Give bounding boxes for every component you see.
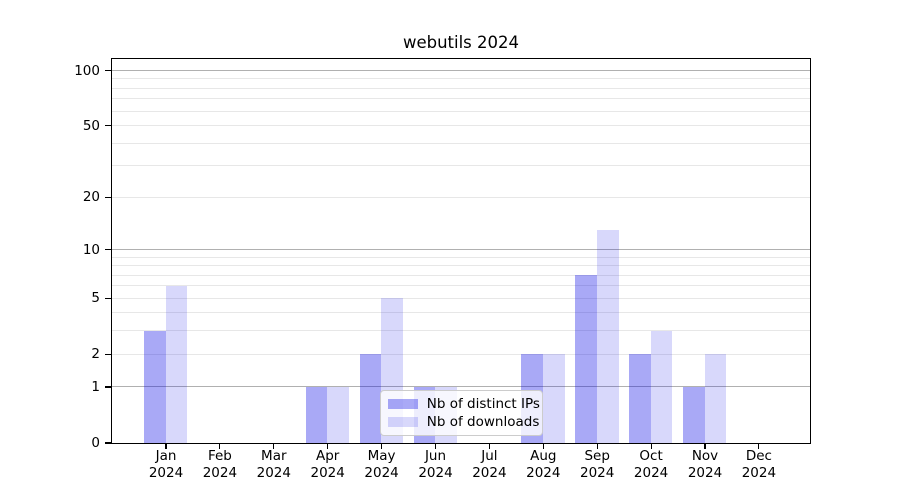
y-tick-mark-1 [105, 386, 111, 388]
bar-downloads-sep [596, 229, 619, 443]
gridline-minor-9 [111, 256, 810, 258]
x-tick-label-aug: Aug 2024 [526, 448, 561, 481]
bar-distinct-ips-apr [305, 386, 328, 443]
legend-label-downloads: Nb of downloads [426, 413, 540, 430]
x-tick-label-sep: Sep 2024 [580, 448, 615, 481]
gridline-major-10 [111, 248, 810, 250]
x-tick-mark-apr [327, 443, 329, 449]
gridline-minor-6 [111, 285, 810, 287]
y-tick-mark-50 [105, 125, 111, 127]
x-tick-mark-nov [704, 443, 706, 449]
x-tick-label-jun: Jun 2024 [418, 448, 453, 481]
x-tick-mark-feb [219, 443, 221, 449]
x-tick-mark-dec [758, 443, 760, 449]
y-tick-mark-20 [105, 196, 111, 198]
x-tick-mark-aug [542, 443, 544, 449]
gridline-minor-40 [111, 142, 810, 144]
x-tick-mark-may [381, 443, 383, 449]
y-tick-label-2: 2 [91, 346, 100, 363]
x-tick-label-may: May 2024 [364, 448, 399, 481]
gridline-major-1 [111, 386, 810, 388]
x-tick-mark-mar [273, 443, 275, 449]
gridline-major-100 [111, 69, 810, 71]
x-tick-label-nov: Nov 2024 [687, 448, 723, 481]
y-tick-label-20: 20 [82, 189, 100, 206]
gridline-minor-70 [111, 98, 810, 100]
bar-distinct-ips-nov [683, 386, 705, 443]
legend: Nb of distinct IPs Nb of downloads [379, 389, 543, 436]
x-tick-label-oct: Oct 2024 [633, 448, 669, 481]
bar-distinct-ips-may [359, 354, 382, 443]
gridline-minor-8 [111, 265, 810, 266]
x-tick-label-jan: Jan 2024 [148, 448, 184, 481]
bar-downloads-aug [543, 354, 565, 443]
y-tick-label-100: 100 [74, 62, 100, 79]
gridline-minor-2 [111, 353, 810, 355]
x-tick-mark-jan [165, 443, 167, 449]
x-tick-mark-jul [488, 443, 490, 449]
gridline-minor-20 [111, 196, 810, 198]
x-tick-mark-jun [434, 443, 437, 449]
x-tick-label-jul: Jul 2024 [472, 448, 507, 481]
legend-item-distinct-ips: Nb of distinct IPs [387, 396, 540, 412]
y-tick-mark-5 [105, 297, 111, 299]
y-tick-mark-10 [105, 248, 111, 251]
gridline-minor-80 [111, 87, 810, 89]
x-tick-label-feb: Feb 2024 [202, 448, 238, 481]
bar-distinct-ips-oct [629, 354, 651, 443]
bar-distinct-ips-sep [575, 275, 597, 443]
y-tick-label-50: 50 [82, 117, 100, 134]
y-tick-label-0: 0 [91, 435, 100, 451]
bar-downloads-oct [650, 330, 673, 443]
plot-area: Nb of distinct IPs Nb of downloads [110, 57, 811, 444]
x-tick-label-apr: Apr 2024 [310, 448, 345, 481]
x-tick-label-mar: Mar 2024 [256, 448, 291, 481]
y-tick-label-5: 5 [91, 290, 100, 307]
gridline-minor-4 [111, 312, 810, 314]
gridline-minor-7 [111, 274, 810, 276]
legend-item-downloads: Nb of downloads [387, 414, 539, 430]
legend-swatch-downloads [387, 416, 418, 428]
x-tick-label-dec: Dec 2024 [741, 448, 777, 481]
legend-swatch-distinct-ips [387, 398, 418, 410]
chart-title: webutils 2024 [402, 33, 520, 52]
bar-distinct-ips-jan [144, 330, 166, 443]
x-tick-mark-oct [650, 443, 652, 449]
x-tick-mark-sep [596, 443, 598, 449]
gridline-minor-50 [111, 125, 810, 127]
legend-label-distinct-ips: Nb of distinct IPs [426, 395, 540, 412]
y-tick-label-1: 1 [91, 379, 100, 396]
gridline-minor-90 [111, 78, 810, 80]
bar-downloads-jan [165, 285, 188, 443]
gridline-minor-3 [111, 330, 810, 332]
y-tick-mark-2 [105, 353, 111, 355]
y-tick-mark-0 [105, 442, 111, 444]
gridline-minor-5 [111, 297, 810, 299]
bar-downloads-nov [704, 354, 727, 443]
gridline-minor-60 [111, 110, 810, 112]
gridline-minor-30 [111, 165, 810, 167]
bar-downloads-apr [327, 386, 350, 443]
y-tick-label-10: 10 [82, 241, 100, 258]
y-tick-mark-100 [105, 69, 111, 72]
